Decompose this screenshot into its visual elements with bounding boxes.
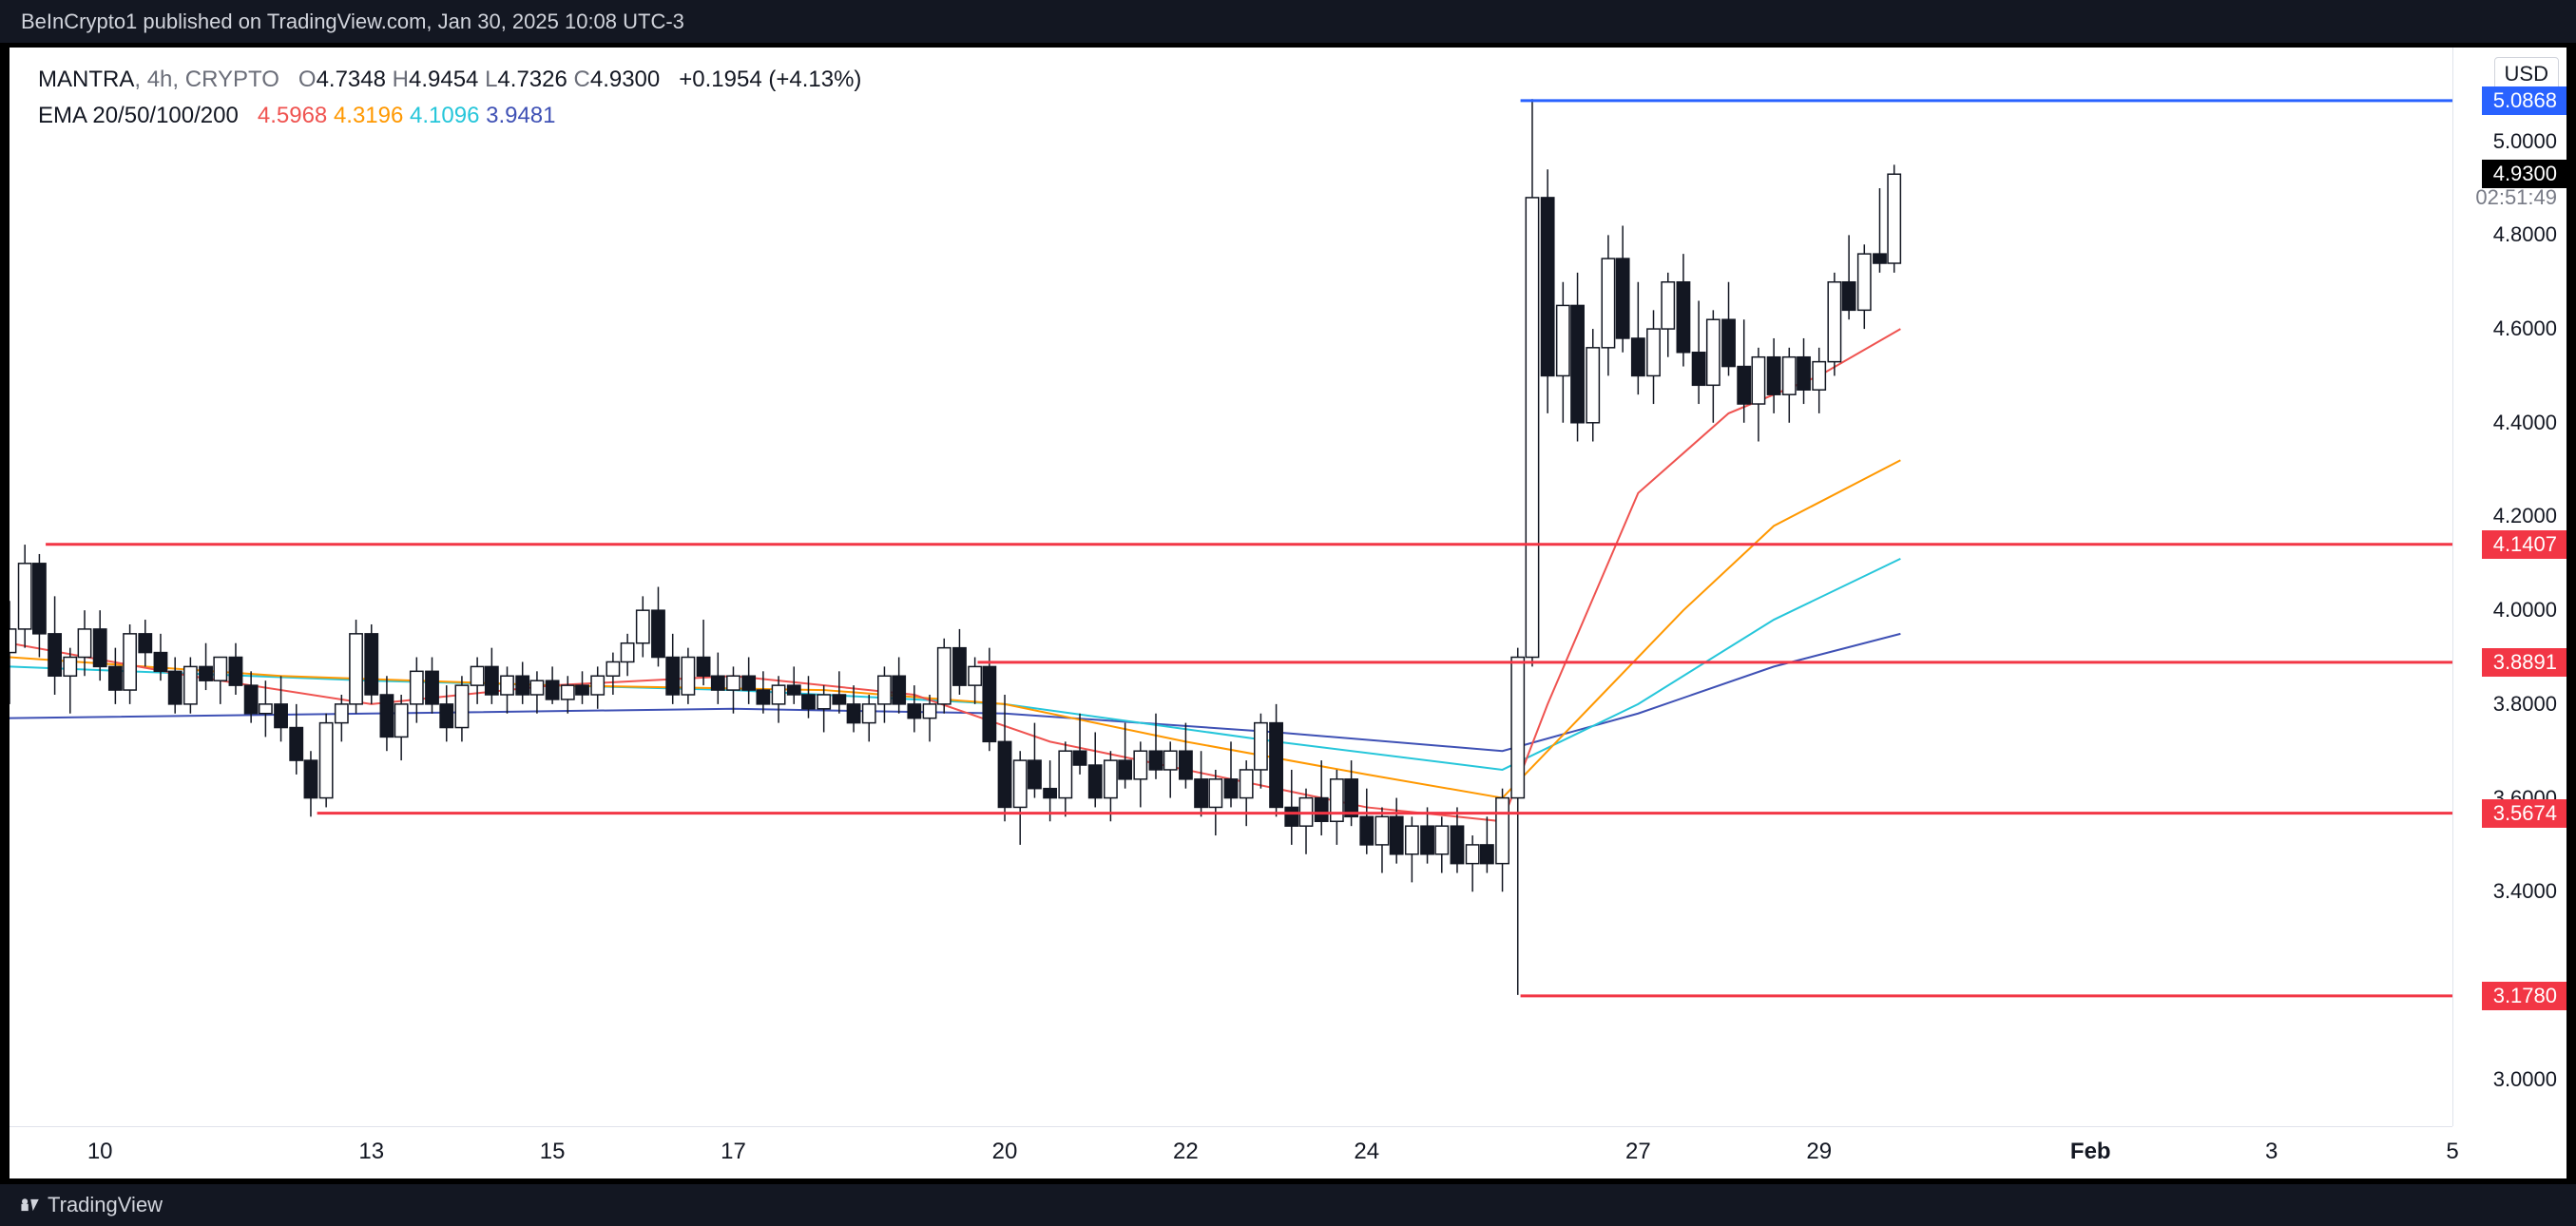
y-tick-label: 3.0000 (2493, 1067, 2557, 1092)
x-tick-label: 13 (358, 1139, 384, 1165)
x-tick-label: Feb (2070, 1139, 2111, 1165)
x-axis[interactable]: 101315172022242729Feb35 (10, 1126, 2452, 1178)
y-level-label: 3.8891 (2482, 648, 2566, 677)
x-tick-label: 29 (1806, 1139, 1832, 1165)
x-tick-label: 20 (992, 1139, 1018, 1165)
x-tick-label: 27 (1625, 1139, 1651, 1165)
y-tick-label: 4.0000 (2493, 598, 2557, 623)
x-tick-label: 15 (540, 1139, 566, 1165)
x-tick-label: 3 (2265, 1139, 2278, 1165)
x-tick-label: 10 (87, 1139, 113, 1165)
y-tick-label: 4.4000 (2493, 411, 2557, 435)
footer-bar: TradingView (0, 1184, 2576, 1226)
chart-frame[interactable]: MANTRA, 4h, CRYPTO O4.7348 H4.9454 L4.73… (10, 48, 2566, 1178)
y-level-label: 3.1780 (2482, 982, 2566, 1010)
x-tick-label: 24 (1354, 1139, 1379, 1165)
y-price-label: 4.9300 (2482, 160, 2566, 188)
y-tick-label: 4.6000 (2493, 316, 2557, 341)
x-tick-label: 17 (721, 1139, 746, 1165)
y-tick-label: 4.2000 (2493, 504, 2557, 528)
publish-text: BeInCrypto1 published on TradingView.com… (21, 10, 684, 33)
y-level-label: 4.1407 (2482, 530, 2566, 559)
tradingview-logo-icon (19, 1195, 40, 1216)
x-tick-label: 22 (1173, 1139, 1199, 1165)
y-tick-label: 3.4000 (2493, 879, 2557, 904)
price-chart[interactable] (10, 48, 2566, 1178)
y-tick-label: 4.8000 (2493, 222, 2557, 247)
publish-header: BeInCrypto1 published on TradingView.com… (0, 0, 2576, 43)
countdown-label: 02:51:49 (2475, 185, 2557, 210)
y-axis[interactable]: USD 3.00003.40003.60003.80004.00004.2000… (2452, 48, 2566, 1126)
y-level-label: 3.5674 (2482, 799, 2566, 828)
y-tick-label: 3.8000 (2493, 692, 2557, 717)
x-tick-label: 5 (2446, 1139, 2458, 1165)
footer-brand: TradingView (48, 1193, 163, 1217)
y-tick-label: 5.0000 (2493, 129, 2557, 154)
screenshot-root: BeInCrypto1 published on TradingView.com… (0, 0, 2576, 1226)
chart-inner: MANTRA, 4h, CRYPTO O4.7348 H4.9454 L4.73… (10, 48, 2566, 1178)
y-level-label: 5.0868 (2482, 86, 2566, 115)
